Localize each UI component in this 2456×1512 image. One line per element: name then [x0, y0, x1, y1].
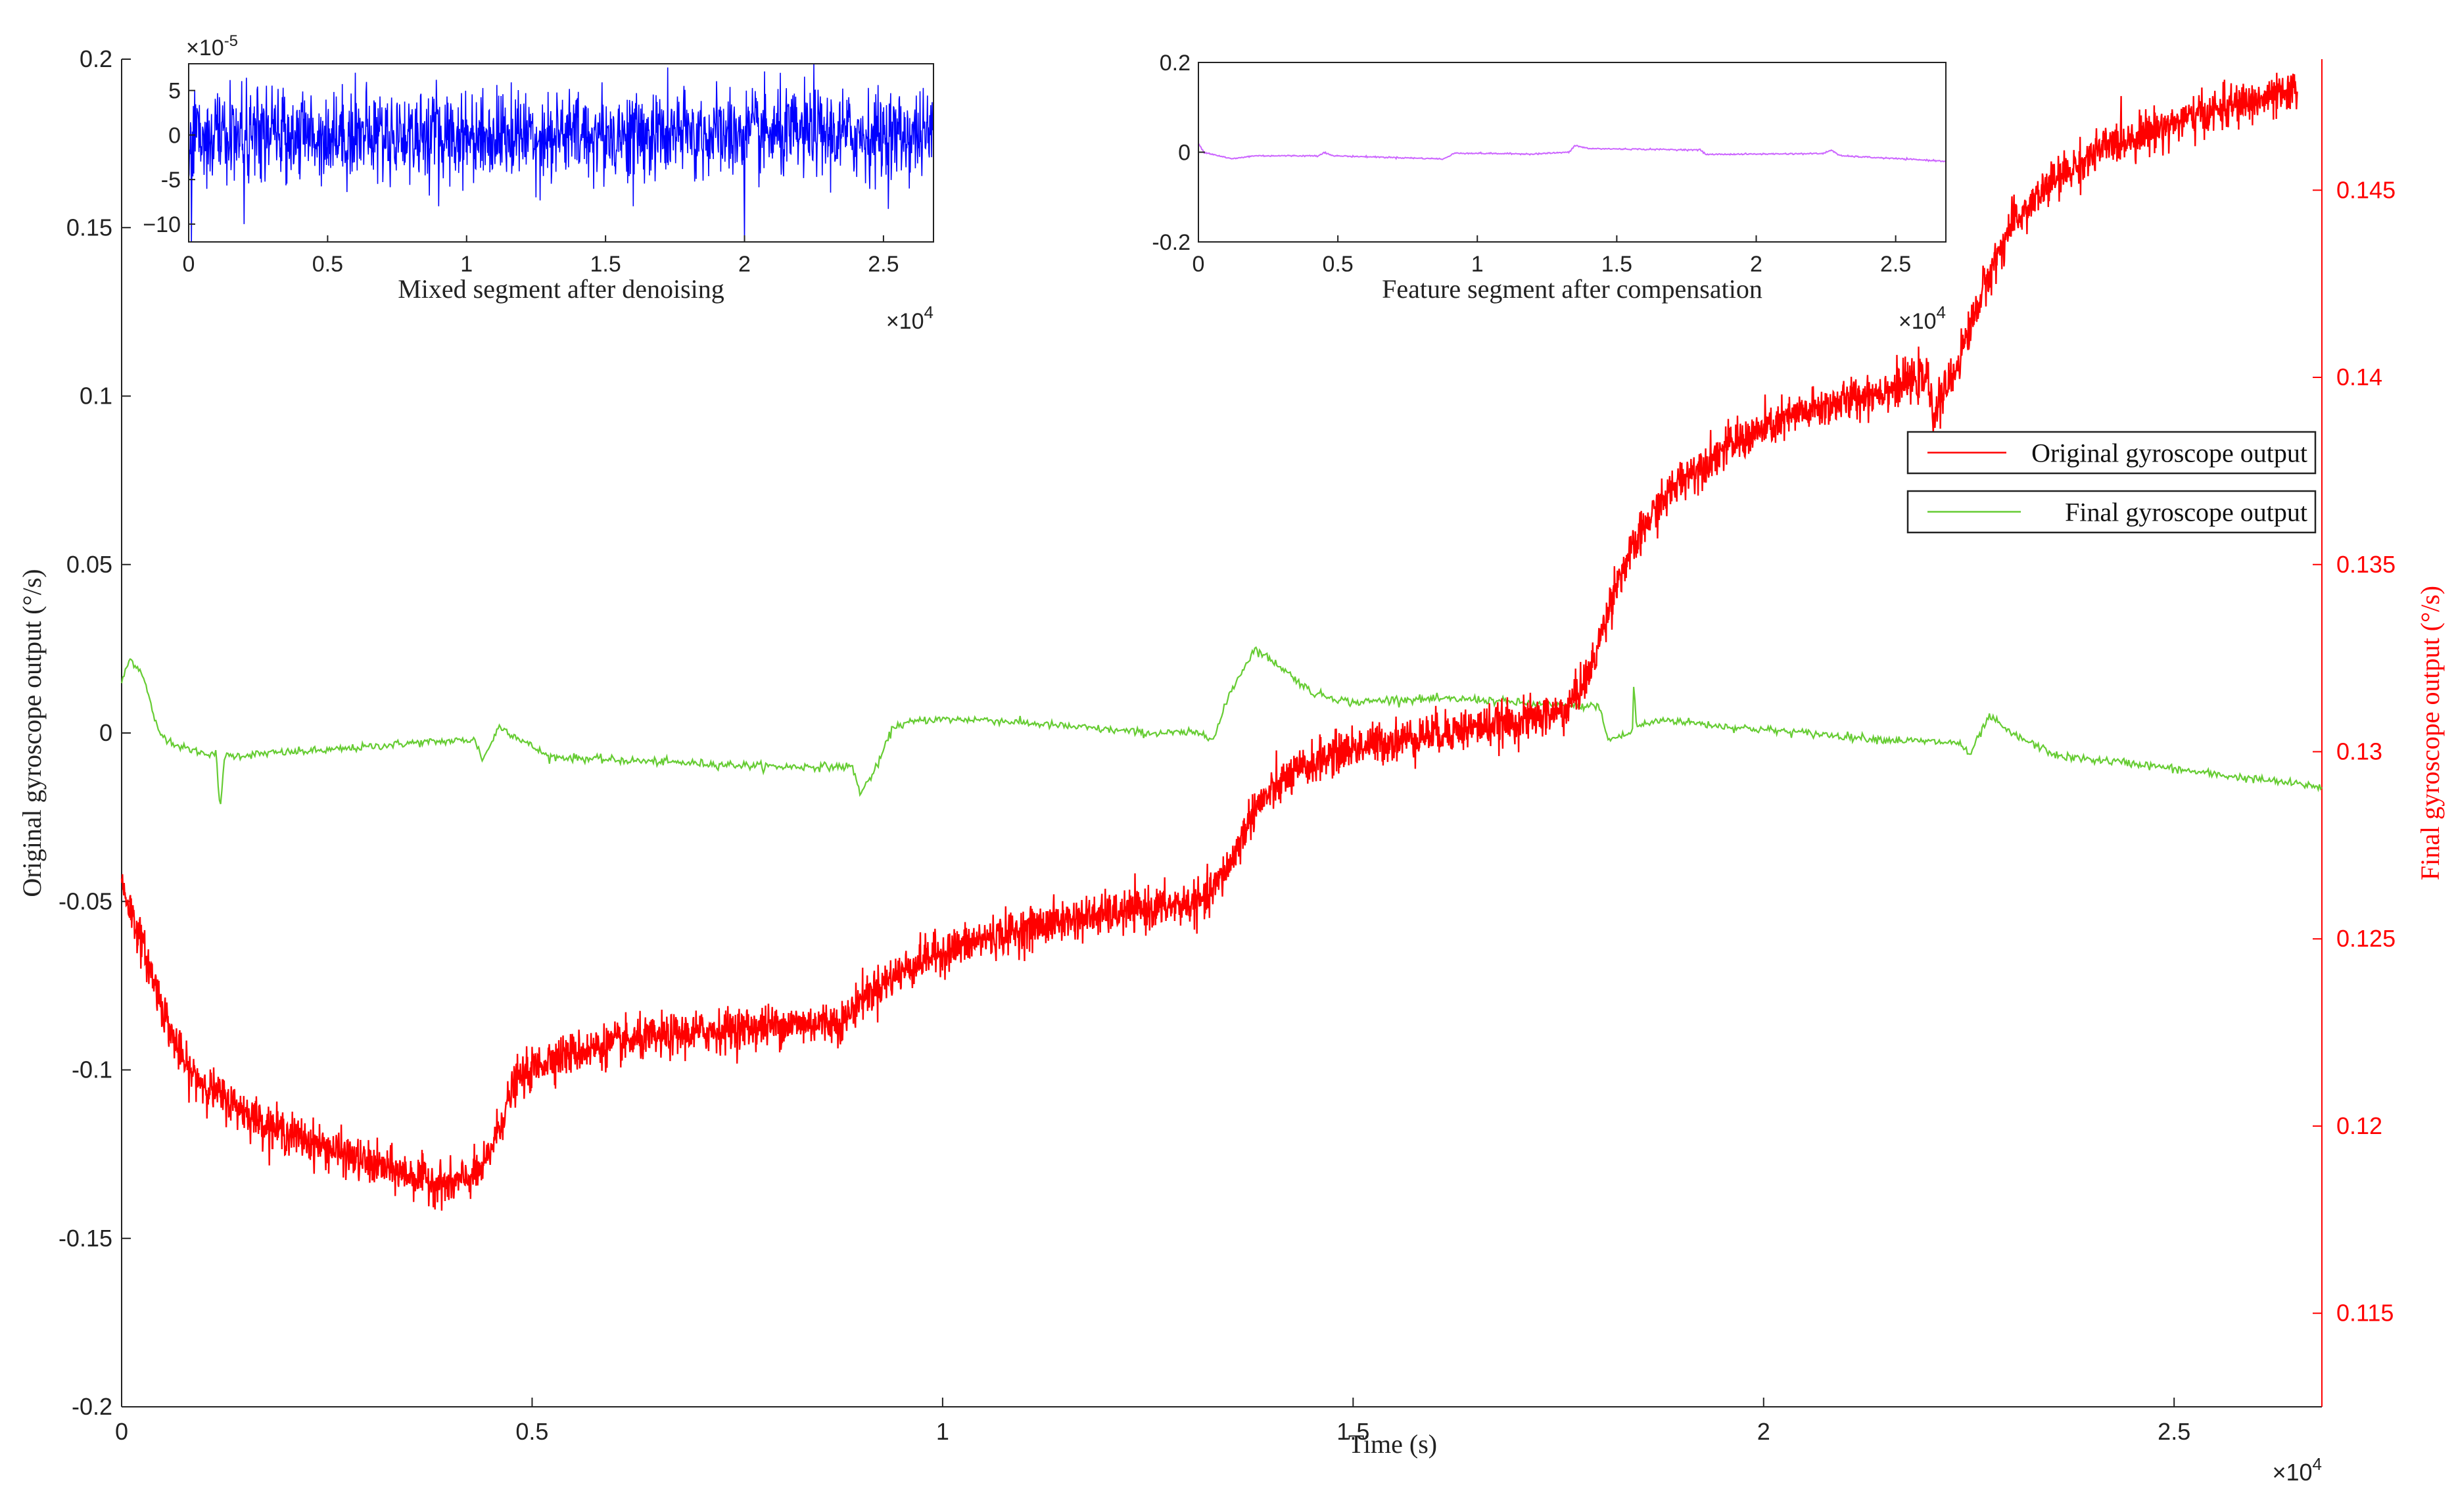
- inset-series-line-feature: [1198, 143, 1947, 163]
- x-tick-label: 0: [115, 1418, 128, 1445]
- y-tick-label: -0.05: [59, 887, 112, 914]
- legend-entry: Final gyroscope output: [2065, 498, 2307, 527]
- inset-x-tick-label: 1: [1471, 252, 1484, 277]
- inset-y-tick-label: 0: [168, 123, 181, 148]
- inset-x-tick-label: 2: [1750, 252, 1762, 277]
- inset-y-tick-label: 0.2: [1160, 51, 1191, 76]
- inset-x-tick-label: 2: [738, 252, 751, 277]
- series-line-original-gyroscope: [120, 72, 2298, 1211]
- inset-y-tick-label: 5: [168, 79, 181, 104]
- inset-y-tick-label: -0.2: [1152, 230, 1191, 255]
- y-tick-label: -0.15: [59, 1225, 112, 1252]
- y-tick-label: 0.1: [80, 383, 112, 410]
- y-tick-label: 0.15: [66, 214, 112, 241]
- inset-x-tick-label: 0.5: [312, 252, 343, 277]
- inset-x-tick-label: 0: [1193, 252, 1205, 277]
- inset-series-line-mixed: [188, 63, 934, 243]
- inset-x-tick-label: 2.5: [1880, 252, 1911, 277]
- y-tick-label: -0.1: [72, 1056, 112, 1083]
- y-tick-label: 0.2: [80, 45, 112, 72]
- main-chart: 0 0.5 1 1.5 2 2.5 ×104 -0.2 -0.15 -0.1 -0.05 0 0.05 0…: [17, 45, 2445, 1486]
- x-axis-label: Time (s): [1348, 1429, 1437, 1459]
- y-right-tick-label: 0.115: [2336, 1300, 2394, 1327]
- y-tick-label: 0.05: [66, 551, 112, 578]
- y-right-tick-label: 0.135: [2336, 551, 2396, 578]
- inset-frame: [188, 63, 934, 243]
- inset-y-exponent: ×10-5: [186, 32, 238, 60]
- y-tick-label: -0.2: [72, 1393, 112, 1420]
- y-right-tick-label: 0.12: [2336, 1112, 2382, 1139]
- x-tick-label: 2.5: [2158, 1418, 2190, 1445]
- y-axis-label-left: Original gyroscope output (°/s): [17, 569, 47, 897]
- x-tick-label: 1: [936, 1418, 949, 1445]
- x-axis-exponent: ×104: [2272, 1454, 2322, 1486]
- inset-x-axis-label: Mixed segment after denoising: [398, 274, 724, 304]
- legend-entry: Original gyroscope output: [2031, 438, 2307, 468]
- y-axis-label-right: Final gyroscope output (°/s): [2415, 586, 2445, 880]
- legend: Original gyroscope output Final gyroscope…: [1906, 431, 2317, 534]
- x-tick-label: 2: [1757, 1418, 1770, 1445]
- inset-x-tick-label: 0: [183, 252, 195, 277]
- y-right-tick-label: 0.125: [2336, 925, 2396, 952]
- y-right-tick-label: 0.13: [2336, 738, 2382, 765]
- x-tick-label: 0.5: [515, 1418, 548, 1445]
- inset-x-axis-label: Feature segment after compensation: [1382, 274, 1762, 304]
- inset-y-tick-label: -5: [161, 168, 181, 193]
- inset-x-exponent: ×104: [886, 302, 933, 334]
- series-line-final-gyroscope: [120, 646, 2323, 805]
- inset-y-tick-label: −10: [143, 212, 181, 237]
- inset-x-tick-label: 0.5: [1322, 252, 1353, 277]
- inset-y-tick-label: 0: [1178, 141, 1191, 166]
- inset-x-tick-label: 1.5: [590, 252, 621, 277]
- y-tick-label: 0: [99, 719, 112, 746]
- y-right-tick-label: 0.14: [2336, 364, 2382, 390]
- inset-x-tick-label: 2.5: [868, 252, 899, 277]
- inset-x-tick-label: 1.5: [1601, 252, 1632, 277]
- inset-x-tick-label: 1: [460, 252, 473, 277]
- y-right-tick-label: 0.145: [2336, 176, 2396, 203]
- inset-chart-mixed-segment: 0 0.5 1 1.5 2 2.5 −10 -5 0 5 Mixed segment after d…: [143, 32, 934, 334]
- inset-x-exponent: ×104: [1899, 302, 1946, 334]
- x-tick-label: 1.5: [1336, 1418, 1369, 1445]
